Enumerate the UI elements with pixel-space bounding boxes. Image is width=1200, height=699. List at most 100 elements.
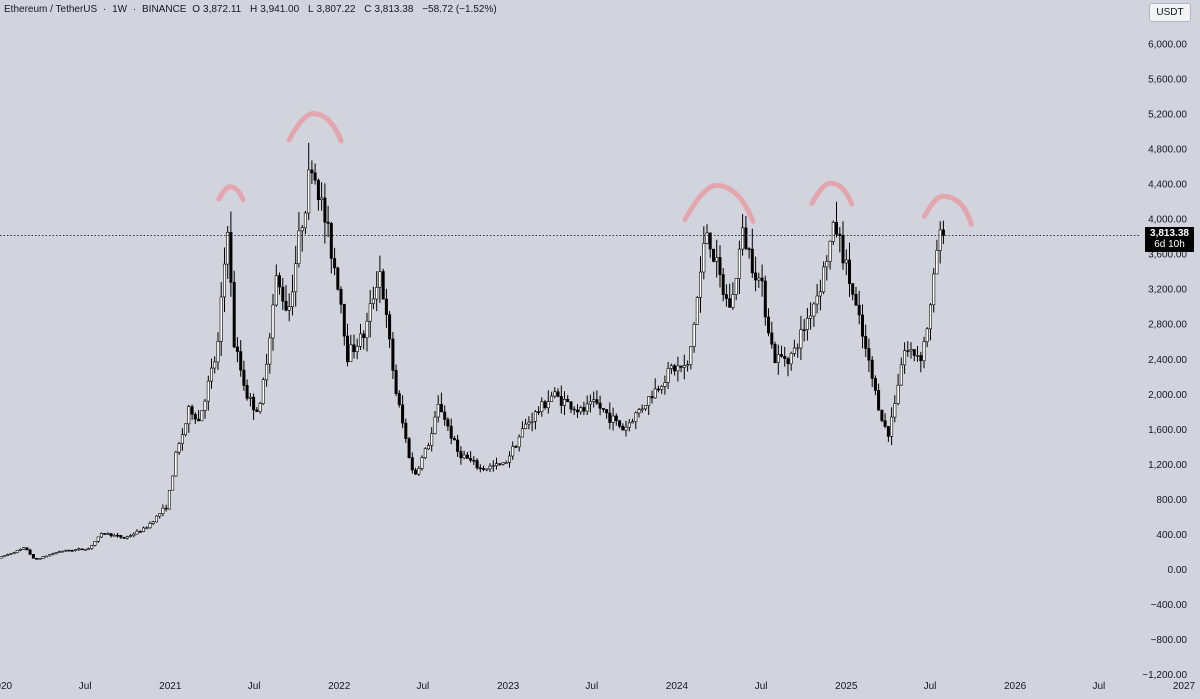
candle bbox=[932, 268, 936, 313]
symbol-header: Ethereum / TetherUS · 1W · BINANCE O 3,87… bbox=[4, 4, 500, 15]
candle bbox=[511, 441, 515, 460]
annotation-arc[interactable] bbox=[682, 182, 756, 224]
candle bbox=[261, 377, 265, 405]
candle bbox=[941, 220, 945, 245]
candle bbox=[326, 205, 330, 238]
candle bbox=[650, 390, 654, 404]
candle bbox=[358, 323, 362, 350]
last-price-value: 3,813.38 bbox=[1150, 228, 1189, 239]
candle bbox=[70, 549, 74, 552]
candle bbox=[611, 407, 615, 431]
candle bbox=[239, 340, 243, 377]
candle bbox=[598, 395, 602, 416]
candle bbox=[938, 221, 942, 264]
y-tick-label: 1,600.00 bbox=[1148, 425, 1187, 436]
candle bbox=[770, 321, 774, 349]
candle bbox=[41, 556, 45, 559]
candle bbox=[96, 536, 100, 543]
candle bbox=[161, 504, 165, 517]
candle bbox=[417, 466, 421, 476]
candle bbox=[206, 375, 210, 411]
candle bbox=[83, 548, 87, 551]
candle bbox=[569, 401, 573, 414]
candle bbox=[643, 405, 647, 411]
candle bbox=[446, 417, 450, 431]
candle bbox=[530, 412, 534, 432]
y-tick-label: 5,600.00 bbox=[1148, 74, 1187, 85]
candle bbox=[158, 513, 162, 519]
y-tick-label: −1,200.00 bbox=[1142, 670, 1187, 681]
candle bbox=[355, 338, 359, 360]
candle bbox=[219, 282, 223, 356]
candle bbox=[873, 375, 877, 396]
candle bbox=[38, 558, 42, 560]
candle bbox=[407, 436, 411, 459]
candle bbox=[705, 224, 709, 245]
candle bbox=[514, 444, 518, 448]
candle bbox=[281, 278, 285, 310]
annotation-arc[interactable] bbox=[216, 184, 246, 202]
y-tick-label: 3,200.00 bbox=[1148, 285, 1187, 296]
candle bbox=[371, 286, 375, 310]
candle bbox=[316, 178, 320, 211]
candle bbox=[870, 356, 874, 387]
candle bbox=[80, 548, 84, 551]
candle bbox=[656, 385, 660, 393]
candle bbox=[28, 548, 32, 555]
candle bbox=[838, 227, 842, 253]
candle bbox=[307, 142, 311, 220]
candle bbox=[605, 409, 609, 419]
candle bbox=[430, 427, 434, 452]
candle bbox=[268, 332, 272, 374]
x-tick-label: 2025 bbox=[835, 681, 858, 692]
candle bbox=[339, 286, 343, 314]
candle bbox=[543, 399, 547, 410]
candle bbox=[290, 274, 294, 316]
candle bbox=[284, 285, 288, 312]
candle bbox=[851, 283, 855, 301]
y-tick-label: 0.00 bbox=[1168, 565, 1188, 576]
candle bbox=[245, 379, 249, 401]
currency-button[interactable]: USDT bbox=[1149, 3, 1191, 22]
candle bbox=[465, 451, 469, 459]
candle bbox=[469, 451, 473, 463]
candle bbox=[294, 245, 298, 307]
header-separator: · bbox=[102, 4, 107, 15]
candle bbox=[708, 232, 712, 258]
candle bbox=[779, 345, 783, 358]
candle bbox=[760, 264, 764, 297]
candle bbox=[184, 423, 188, 437]
time-axis: 2020 Jul 2021 Jul 2022 Jul 2023 Jul 2024 Jul 2025 J… bbox=[0, 681, 1196, 692]
ohlc-high: H 3,941.00 bbox=[250, 4, 300, 15]
candle bbox=[229, 211, 233, 297]
price-axis: −1,200.00 −800.00 −400.00 0.00 400.00 800.00 1… bbox=[1142, 39, 1187, 681]
annotation-arc[interactable] bbox=[921, 193, 974, 227]
candle bbox=[582, 401, 586, 415]
y-tick-label: −400.00 bbox=[1151, 600, 1188, 611]
candle bbox=[394, 364, 398, 397]
candle bbox=[320, 182, 324, 211]
y-tick-label: 400.00 bbox=[1156, 530, 1187, 541]
candle bbox=[899, 357, 903, 386]
candle bbox=[122, 536, 126, 539]
candle bbox=[67, 549, 71, 552]
candle bbox=[728, 283, 732, 308]
interval-label[interactable]: 1W bbox=[112, 4, 128, 15]
x-tick-label: Jul bbox=[1093, 681, 1106, 692]
candle bbox=[57, 550, 61, 553]
candle bbox=[362, 330, 366, 350]
symbol-name[interactable]: Ethereum / TetherUS bbox=[4, 4, 98, 15]
annotation-arc[interactable] bbox=[286, 111, 344, 144]
candle bbox=[766, 308, 770, 337]
x-tick-label: Jul bbox=[79, 681, 92, 692]
candle bbox=[621, 423, 625, 431]
candle bbox=[44, 555, 48, 558]
candle bbox=[906, 341, 910, 357]
candle bbox=[333, 247, 337, 276]
annotation-arc[interactable] bbox=[809, 180, 855, 207]
candle bbox=[692, 322, 696, 353]
candle bbox=[478, 464, 482, 473]
candle bbox=[310, 160, 314, 184]
